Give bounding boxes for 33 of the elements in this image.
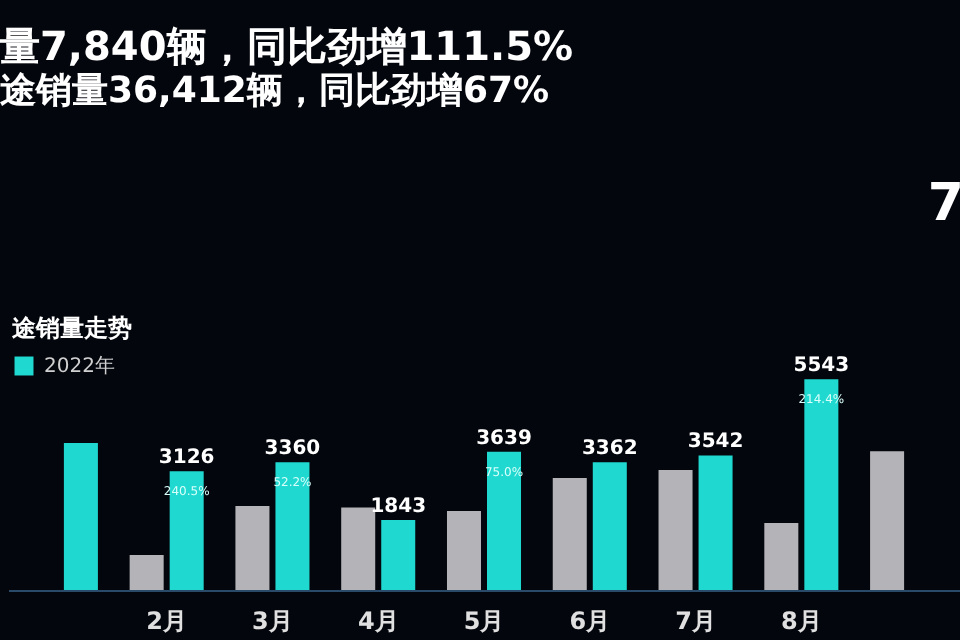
bar: [446, 510, 481, 590]
bar: [129, 555, 164, 590]
bar: [381, 519, 416, 590]
legend-label: 2022年: [44, 354, 115, 378]
x-tick-label: 2月: [146, 607, 188, 635]
bar: [235, 506, 270, 590]
data-label: 5543: [793, 355, 850, 378]
x-tick-label: 5月: [463, 607, 505, 635]
x-tick-label: 3月: [252, 607, 293, 635]
bar: [698, 455, 733, 590]
bar: [592, 462, 627, 590]
chart-title: 量7,840辆，同比劲增111.5%: [0, 22, 574, 70]
x-tick-label: 7月: [675, 607, 716, 635]
data-label: 1843: [370, 495, 427, 518]
bar: [658, 469, 693, 590]
bar: [275, 462, 310, 590]
chart-subtitle: 途销量36,412辆，同比劲增67%: [0, 70, 550, 112]
bar: [552, 477, 587, 590]
text: 途销量走势: [10, 314, 132, 342]
bar: [63, 442, 98, 590]
data-label: 3360: [264, 438, 321, 461]
text: 7: [927, 174, 960, 234]
x-tick-label: 4月: [357, 607, 399, 635]
data-label: 3126: [158, 447, 215, 470]
bar: [764, 523, 799, 590]
data-label: 3542: [687, 431, 744, 454]
bar: [870, 451, 905, 590]
bar: [341, 507, 376, 590]
x-tick-label: 6月: [569, 607, 611, 635]
bar: [487, 451, 522, 590]
data-label: 3639: [476, 427, 532, 450]
x-tick-label: 8月: [780, 607, 822, 635]
data-label: 3362: [581, 438, 638, 461]
